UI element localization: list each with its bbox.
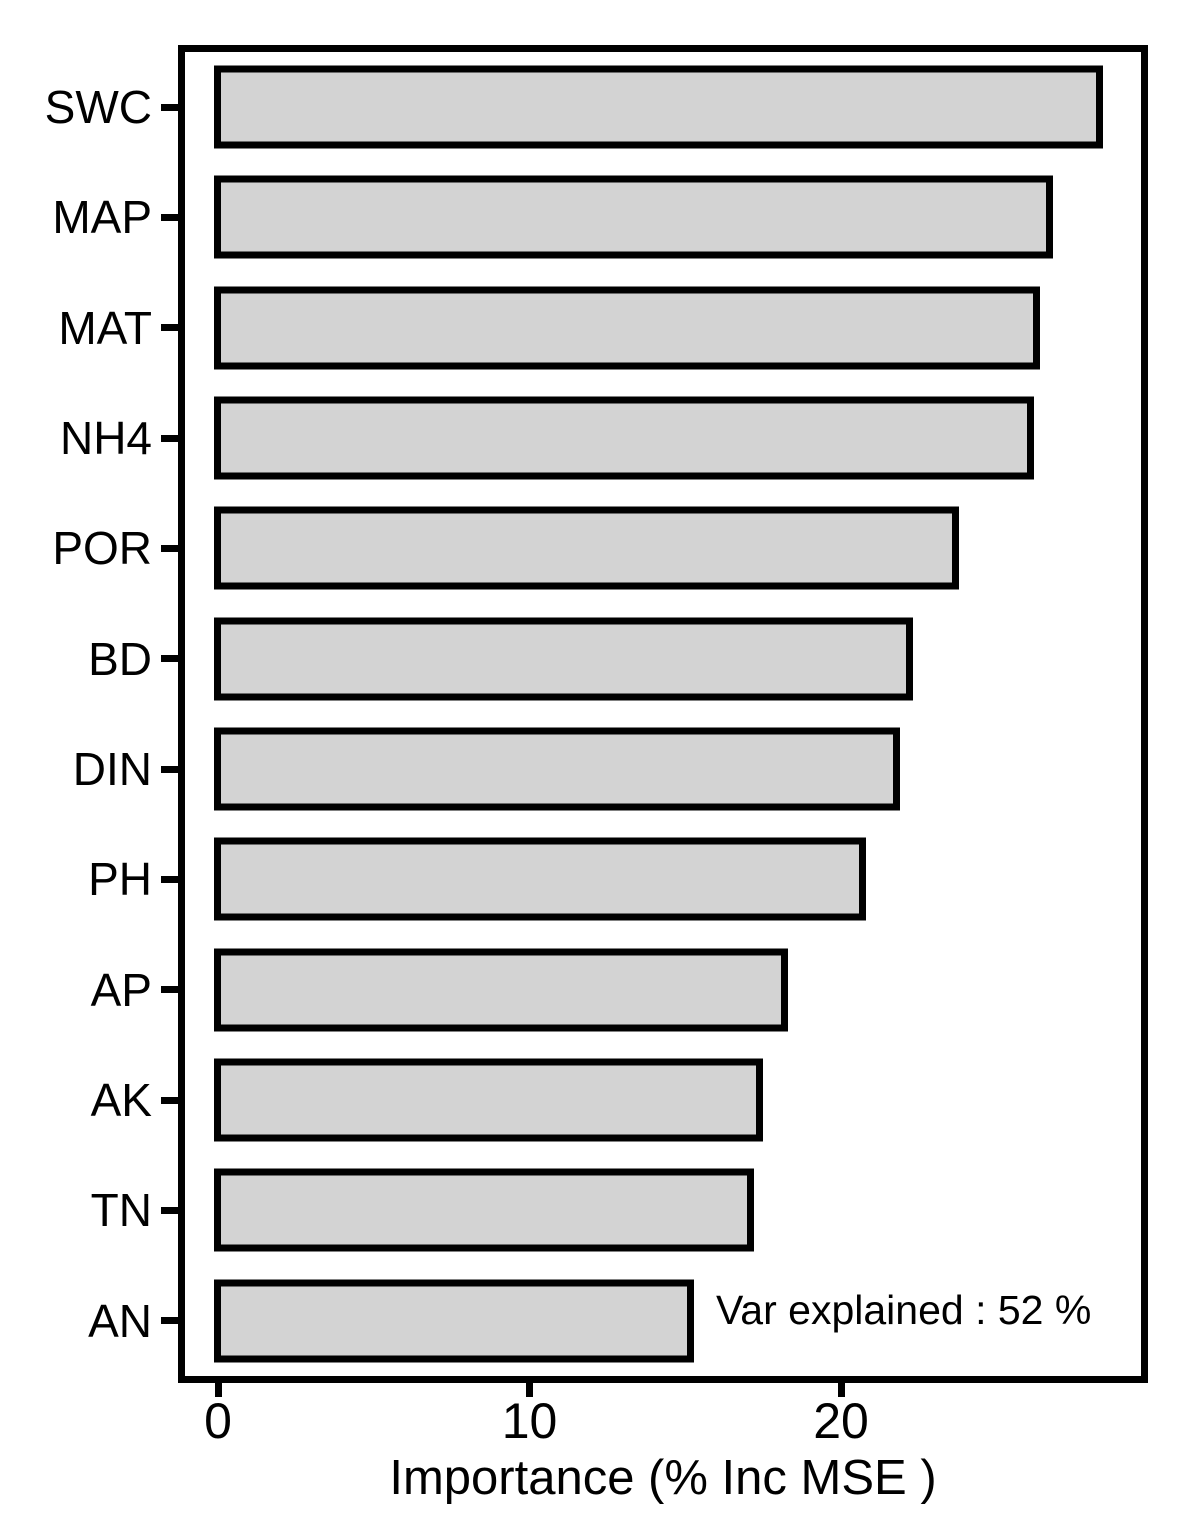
y-tick-row [161,1155,178,1265]
importance-bar [214,617,913,701]
x-tick-mark [837,1381,845,1397]
y-tick-row [161,714,178,824]
bar-row [185,1155,1141,1265]
y-axis-label: AN [88,1294,152,1347]
bars-area [185,52,1141,1376]
bar-row [185,935,1141,1045]
y-tick-row [161,493,178,603]
y-axis-label: AP [90,963,152,1016]
y-tick-row [161,824,178,934]
y-axis-labels: SWC MAP MAT NH4 POR BD DIN PH AP AK TN AN [0,52,152,1376]
y-tick-mark [161,213,178,221]
x-axis-title: Importance (% Inc MSE ) [389,1451,937,1505]
y-axis-label: TN [90,1184,152,1237]
y-axis-ticks [161,52,178,1376]
y-tick-mark [161,655,178,663]
bar-row [185,273,1141,383]
var-explained-annotation: Var explained : 52 % [716,1287,1092,1333]
y-tick-row [161,1266,178,1376]
importance-bar [214,65,1103,149]
bar-row [185,383,1141,493]
importance-bar [214,1279,695,1363]
y-tick-row [161,935,178,1045]
y-axis-label: MAT [58,301,152,354]
bar-row [185,493,1141,603]
y-tick-row [161,273,178,383]
bar-row [185,824,1141,934]
y-tick-row [161,52,178,162]
y-tick-row [161,1045,178,1155]
bar-row [185,162,1141,272]
y-axis-label: PH [88,853,152,906]
importance-bar [214,396,1034,480]
y-axis-label: POR [52,522,152,575]
bar-row [185,1266,1141,1376]
bar-row [185,1045,1141,1155]
plot-panel [178,45,1148,1383]
x-tick-label: 0 [204,1393,232,1449]
y-tick-mark [161,324,178,332]
importance-bar [214,286,1041,370]
y-tick-mark [161,875,178,883]
importance-bar [214,1058,763,1142]
y-axis-label: MAP [52,191,152,244]
y-axis-label: SWC [44,81,152,134]
importance-bar [214,506,960,590]
bar-row [185,714,1141,824]
y-tick-mark [161,1096,178,1104]
x-tick-mark [526,1381,533,1397]
y-tick-mark [161,1206,178,1214]
importance-bar [214,175,1053,259]
x-tick-label: 20 [813,1393,869,1449]
x-tick-label: 10 [501,1393,558,1449]
y-tick-row [161,604,178,714]
y-axis-label: NH4 [59,412,152,465]
importance-bar [214,1168,754,1252]
y-tick-mark [161,103,178,111]
y-tick-mark [161,765,178,773]
y-tick-mark [161,986,178,994]
y-axis-label: AK [90,1074,152,1127]
importance-bar [214,727,901,811]
y-tick-mark [161,434,178,442]
y-tick-row [161,162,178,272]
y-tick-mark [161,544,178,552]
bar-row [185,604,1141,714]
importance-bar [214,948,788,1032]
y-tick-row [161,383,178,493]
y-axis-label: DIN [72,743,152,796]
bar-row [185,52,1141,162]
y-tick-mark [161,1317,178,1325]
importance-bar [214,837,866,921]
x-tick-mark [214,1381,222,1397]
y-axis-label: BD [88,632,152,685]
